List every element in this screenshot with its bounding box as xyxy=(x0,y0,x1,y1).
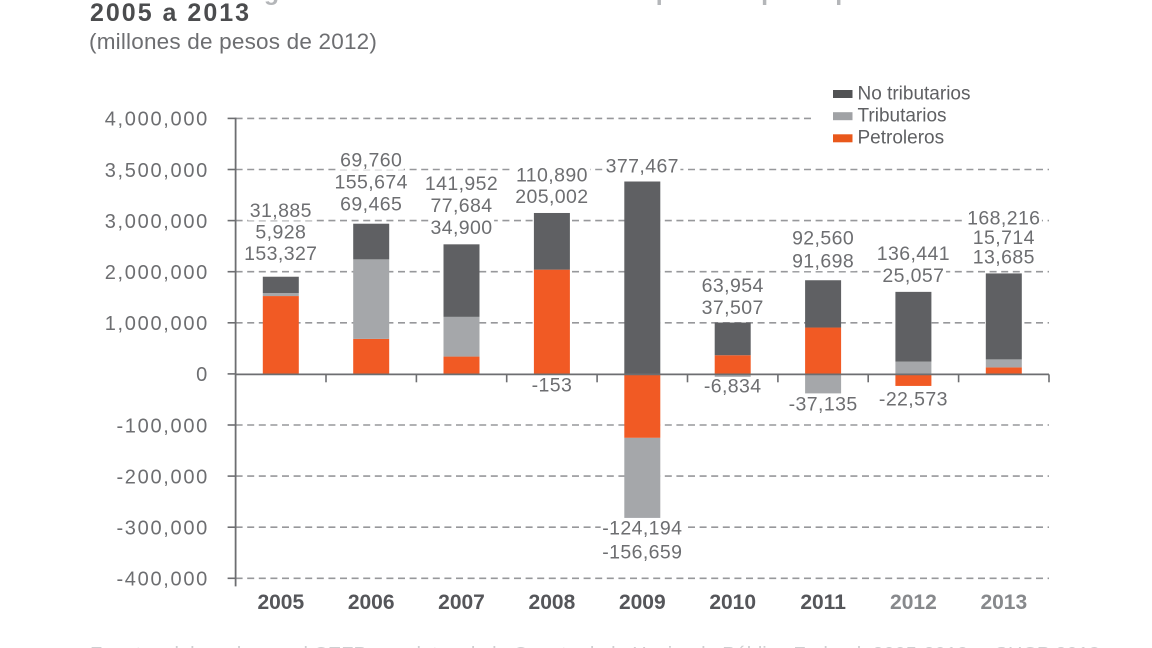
svg-text:2005 a 2013: 2005 a 2013 xyxy=(90,0,251,27)
svg-text:0: 0 xyxy=(196,364,209,386)
svg-text:2005: 2005 xyxy=(257,591,304,614)
svg-text:69,465: 69,465 xyxy=(340,194,402,216)
svg-text:-153: -153 xyxy=(532,375,573,397)
svg-text:4,000,000: 4,000,000 xyxy=(105,109,209,131)
svg-text:63,954: 63,954 xyxy=(702,275,764,297)
svg-text:-400,000: -400,000 xyxy=(116,569,209,591)
svg-text:136,441: 136,441 xyxy=(877,243,950,265)
svg-text:2012: 2012 xyxy=(890,591,937,614)
svg-text:2006: 2006 xyxy=(348,591,395,614)
svg-text:-200,000: -200,000 xyxy=(116,466,209,488)
svg-text:-156,659: -156,659 xyxy=(602,542,682,564)
svg-text:2010: 2010 xyxy=(709,591,756,614)
svg-text:34,900: 34,900 xyxy=(430,217,492,239)
svg-text:1,000,000: 1,000,000 xyxy=(105,313,209,335)
svg-text:37,507: 37,507 xyxy=(702,297,764,319)
svg-text:2011: 2011 xyxy=(800,591,846,614)
svg-text:25,057: 25,057 xyxy=(882,265,944,287)
svg-text:141,952: 141,952 xyxy=(425,173,498,195)
svg-text:69,760: 69,760 xyxy=(340,149,402,171)
svg-text:(millones de pesos de 2012): (millones de pesos de 2012) xyxy=(89,29,377,54)
svg-text:2,000,000: 2,000,000 xyxy=(105,262,209,284)
svg-text:377,467: 377,467 xyxy=(606,155,679,177)
svg-text:Tributarios: Tributarios xyxy=(858,106,947,127)
svg-text:No tributarios: No tributarios xyxy=(858,83,971,104)
svg-text:205,002: 205,002 xyxy=(515,186,588,208)
svg-text:110,890: 110,890 xyxy=(516,165,588,187)
svg-text:168,216: 168,216 xyxy=(967,208,1040,230)
svg-text:3,000,000: 3,000,000 xyxy=(105,211,209,233)
svg-text:15,714: 15,714 xyxy=(973,227,1035,249)
svg-text:77,684: 77,684 xyxy=(430,195,492,217)
svg-text:-100,000: -100,000 xyxy=(116,415,209,437)
svg-text:5,928: 5,928 xyxy=(255,222,306,244)
svg-text:2009: 2009 xyxy=(619,591,666,614)
svg-text:92,560: 92,560 xyxy=(792,228,854,250)
svg-text:155,674: 155,674 xyxy=(335,171,408,193)
svg-text:2013: 2013 xyxy=(980,591,1027,614)
svg-text:-6,834: -6,834 xyxy=(704,375,762,397)
svg-text:3,500,000: 3,500,000 xyxy=(105,160,209,182)
svg-text:-300,000: -300,000 xyxy=(116,518,209,540)
svg-text:Gráfica 27. Ingresos excedente: Gráfica 27. Ingresos excedentes del sect… xyxy=(90,0,998,6)
svg-text:31,885: 31,885 xyxy=(250,200,312,222)
svg-text:2007: 2007 xyxy=(438,591,485,614)
svg-text:Petroleros: Petroleros xyxy=(858,128,945,149)
svg-text:-22,573: -22,573 xyxy=(879,389,948,411)
svg-text:2008: 2008 xyxy=(529,591,576,614)
svg-text:13,685: 13,685 xyxy=(973,247,1035,269)
svg-text:153,327: 153,327 xyxy=(244,243,317,265)
svg-text:-37,135: -37,135 xyxy=(789,394,858,416)
svg-text:Fuente: elaborado por el CEFP: Fuente: elaborado por el CEFP con datos … xyxy=(90,644,1105,648)
svg-text:91,698: 91,698 xyxy=(792,251,854,273)
svg-text:-124,194: -124,194 xyxy=(602,518,682,540)
